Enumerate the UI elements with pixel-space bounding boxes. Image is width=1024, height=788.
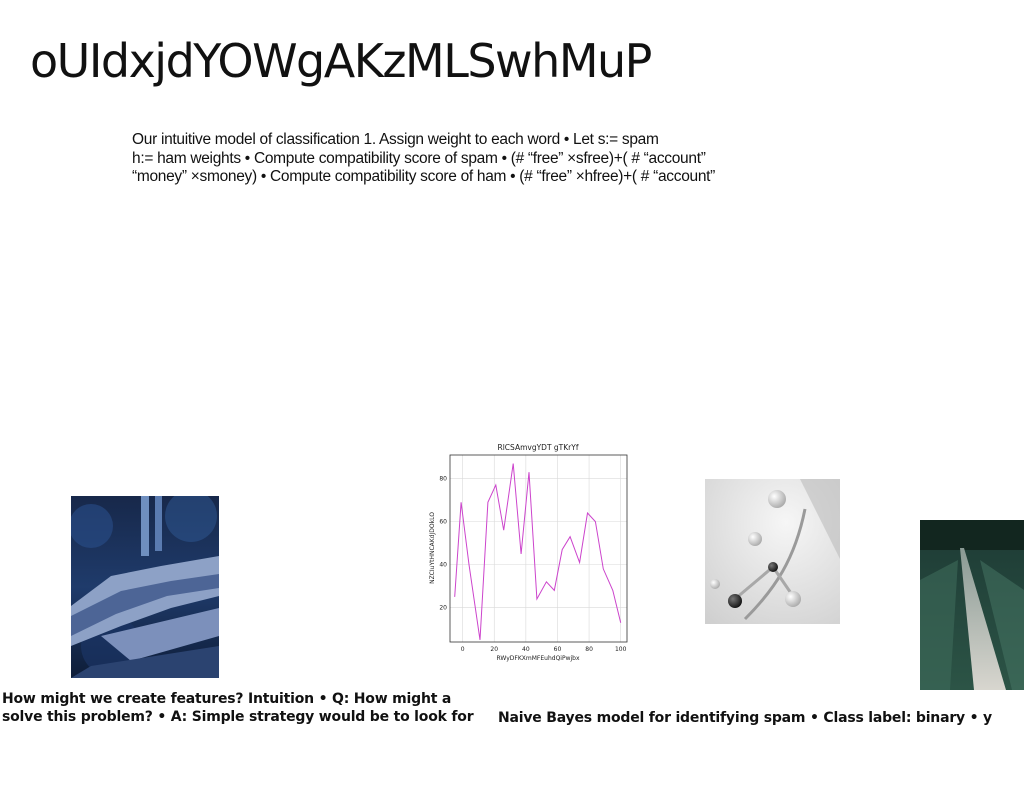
chart-ytick-label: 60 xyxy=(439,519,447,526)
chart-xtick-label: 100 xyxy=(615,646,627,653)
chart-xtick-label: 20 xyxy=(490,646,498,653)
chart-xtick-label: 60 xyxy=(554,646,562,653)
chart-frame xyxy=(449,454,628,643)
chart-ytick-label: 40 xyxy=(439,562,447,569)
chart-xtick-label: 40 xyxy=(522,646,530,653)
caption-left-line: solve this problem? • A: Simple strategy… xyxy=(2,709,474,725)
path-image xyxy=(920,520,1024,690)
chart-xtick-label: 80 xyxy=(585,646,593,653)
chart-xtick-label: 0 xyxy=(461,646,465,653)
body-line: Our intuitive model of classification 1.… xyxy=(132,131,659,148)
caption-right: Naive Bayes model for identifying spam •… xyxy=(498,710,992,726)
body-text: Our intuitive model of classification 1.… xyxy=(132,131,772,187)
body-line: “money” ×smoney) • Compute compatibility… xyxy=(132,168,716,185)
body-line: h:= ham weights • Compute compatibility … xyxy=(132,149,706,167)
chart-ytick-label: 80 xyxy=(439,476,447,483)
chart-series-line xyxy=(454,463,622,640)
caption-left: How might we create features? Intuition … xyxy=(2,690,474,726)
chart-xlabel: RWyDFKXmMFEuhdQiPwjbx xyxy=(496,655,579,662)
chart-ylabel: NZCIuYtHNCAKdJDOkLO xyxy=(429,512,436,584)
chart-title: RlCSAmvgYDT gTKrYf xyxy=(498,443,579,452)
line-chart: RlCSAmvgYDT gTKrYf RWyDFKXmMFEuhdQiPwjbx… xyxy=(429,443,628,662)
caption-left-line: How might we create features? Intuition … xyxy=(2,691,452,707)
slide-title: oUIdxjdYOWgAKzMLSwhMuP xyxy=(30,34,652,88)
forest-log-image xyxy=(71,496,219,678)
chart-ytick-label: 20 xyxy=(439,605,447,612)
molecule-image xyxy=(705,479,840,624)
